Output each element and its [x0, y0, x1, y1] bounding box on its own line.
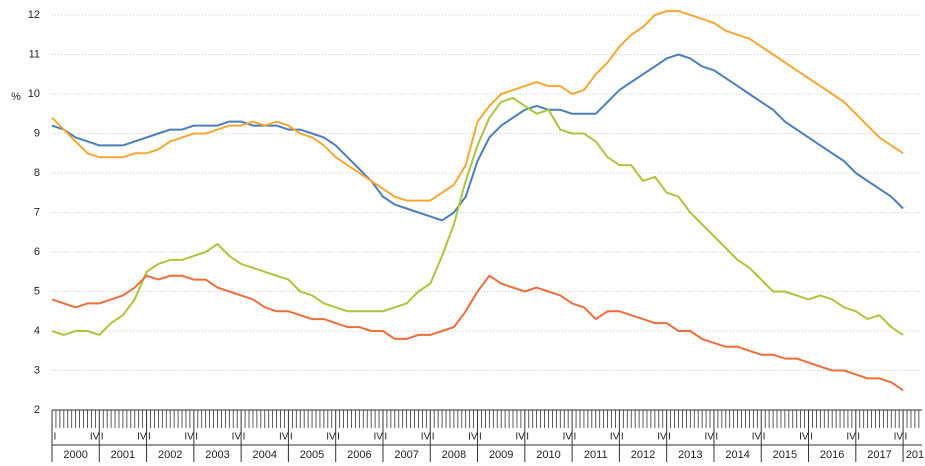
year-label: 2009 [489, 449, 513, 461]
year-label: 2003 [205, 449, 229, 461]
y-tick-label: 3 [34, 364, 40, 376]
quarter-label: I [715, 432, 718, 443]
year-label: 2015 [773, 449, 797, 461]
year-label: 2001 [111, 449, 135, 461]
quarter-label: IV [374, 432, 384, 443]
series-line [51, 274, 904, 392]
series-line [51, 96, 904, 336]
quarter-label: IV [657, 432, 667, 443]
year-label: 2014 [725, 449, 749, 461]
year-label: 2011 [584, 449, 608, 461]
quarter-label: I [810, 432, 813, 443]
quarter-label: IV [705, 432, 715, 443]
quarter-label: I [195, 432, 198, 443]
quarter-label: I [526, 432, 529, 443]
year-label: 2017 [867, 449, 891, 461]
quarter-label: IV [894, 432, 904, 443]
quarter-label: I [101, 432, 104, 443]
quarter-label: I [432, 432, 435, 443]
y-tick-label: 8 [34, 167, 40, 179]
quarter-label: I [53, 432, 56, 443]
year-label: 2016 [820, 449, 844, 461]
year-label: 2006 [347, 449, 371, 461]
year-label: 2000 [63, 449, 87, 461]
quarter-label: I [290, 432, 293, 443]
y-axis-label: % [11, 91, 21, 103]
y-tick-label: 9 [34, 127, 40, 139]
series-line [51, 10, 904, 202]
quarter-label: IV [846, 432, 856, 443]
quarter-label: IV [184, 432, 194, 443]
y-tick-label: 2 [34, 404, 40, 416]
quarter-label: IV [279, 432, 289, 443]
quarter-label: I [621, 432, 624, 443]
y-tick-label: 5 [34, 285, 40, 297]
year-label: 2005 [300, 449, 324, 461]
quarter-label: IV [468, 432, 478, 443]
quarter-label: I [574, 432, 577, 443]
year-label: 2002 [158, 449, 182, 461]
quarter-label: I [857, 432, 860, 443]
series-line [51, 53, 904, 222]
year-label: 2012 [631, 449, 655, 461]
quarter-label: IV [232, 432, 242, 443]
quarter-label: I [668, 432, 671, 443]
year-label: 2007 [394, 449, 418, 461]
y-tick-label: 10 [28, 88, 40, 100]
y-tick-label: 11 [29, 48, 40, 60]
year-label: 2010 [536, 449, 560, 461]
y-tick-label: 12 [28, 9, 40, 21]
quarter-label: IV [799, 432, 809, 443]
year-label: 2004 [253, 449, 277, 461]
quarter-label: I [905, 432, 908, 443]
quarter-label: IV [421, 432, 431, 443]
y-tick-label: 4 [34, 325, 40, 337]
year-label: 2008 [442, 449, 466, 461]
quarter-label: I [243, 432, 246, 443]
quarter-label: I [337, 432, 340, 443]
year-label: 201 [906, 449, 924, 461]
quarter-label: IV [326, 432, 336, 443]
quarter-label: IV [752, 432, 762, 443]
quarter-label: IV [610, 432, 620, 443]
quarter-label: I [479, 432, 482, 443]
quarter-label: I [384, 432, 387, 443]
quarter-label: IV [515, 432, 525, 443]
quarter-label: IV [90, 432, 100, 443]
quarter-label: I [763, 432, 766, 443]
y-tick-label: 7 [34, 206, 40, 218]
y-tick-label: 6 [34, 246, 40, 258]
year-label: 2013 [678, 449, 702, 461]
quarter-label: IV [137, 432, 147, 443]
quarter-label: IV [563, 432, 573, 443]
quarter-label: I [148, 432, 151, 443]
